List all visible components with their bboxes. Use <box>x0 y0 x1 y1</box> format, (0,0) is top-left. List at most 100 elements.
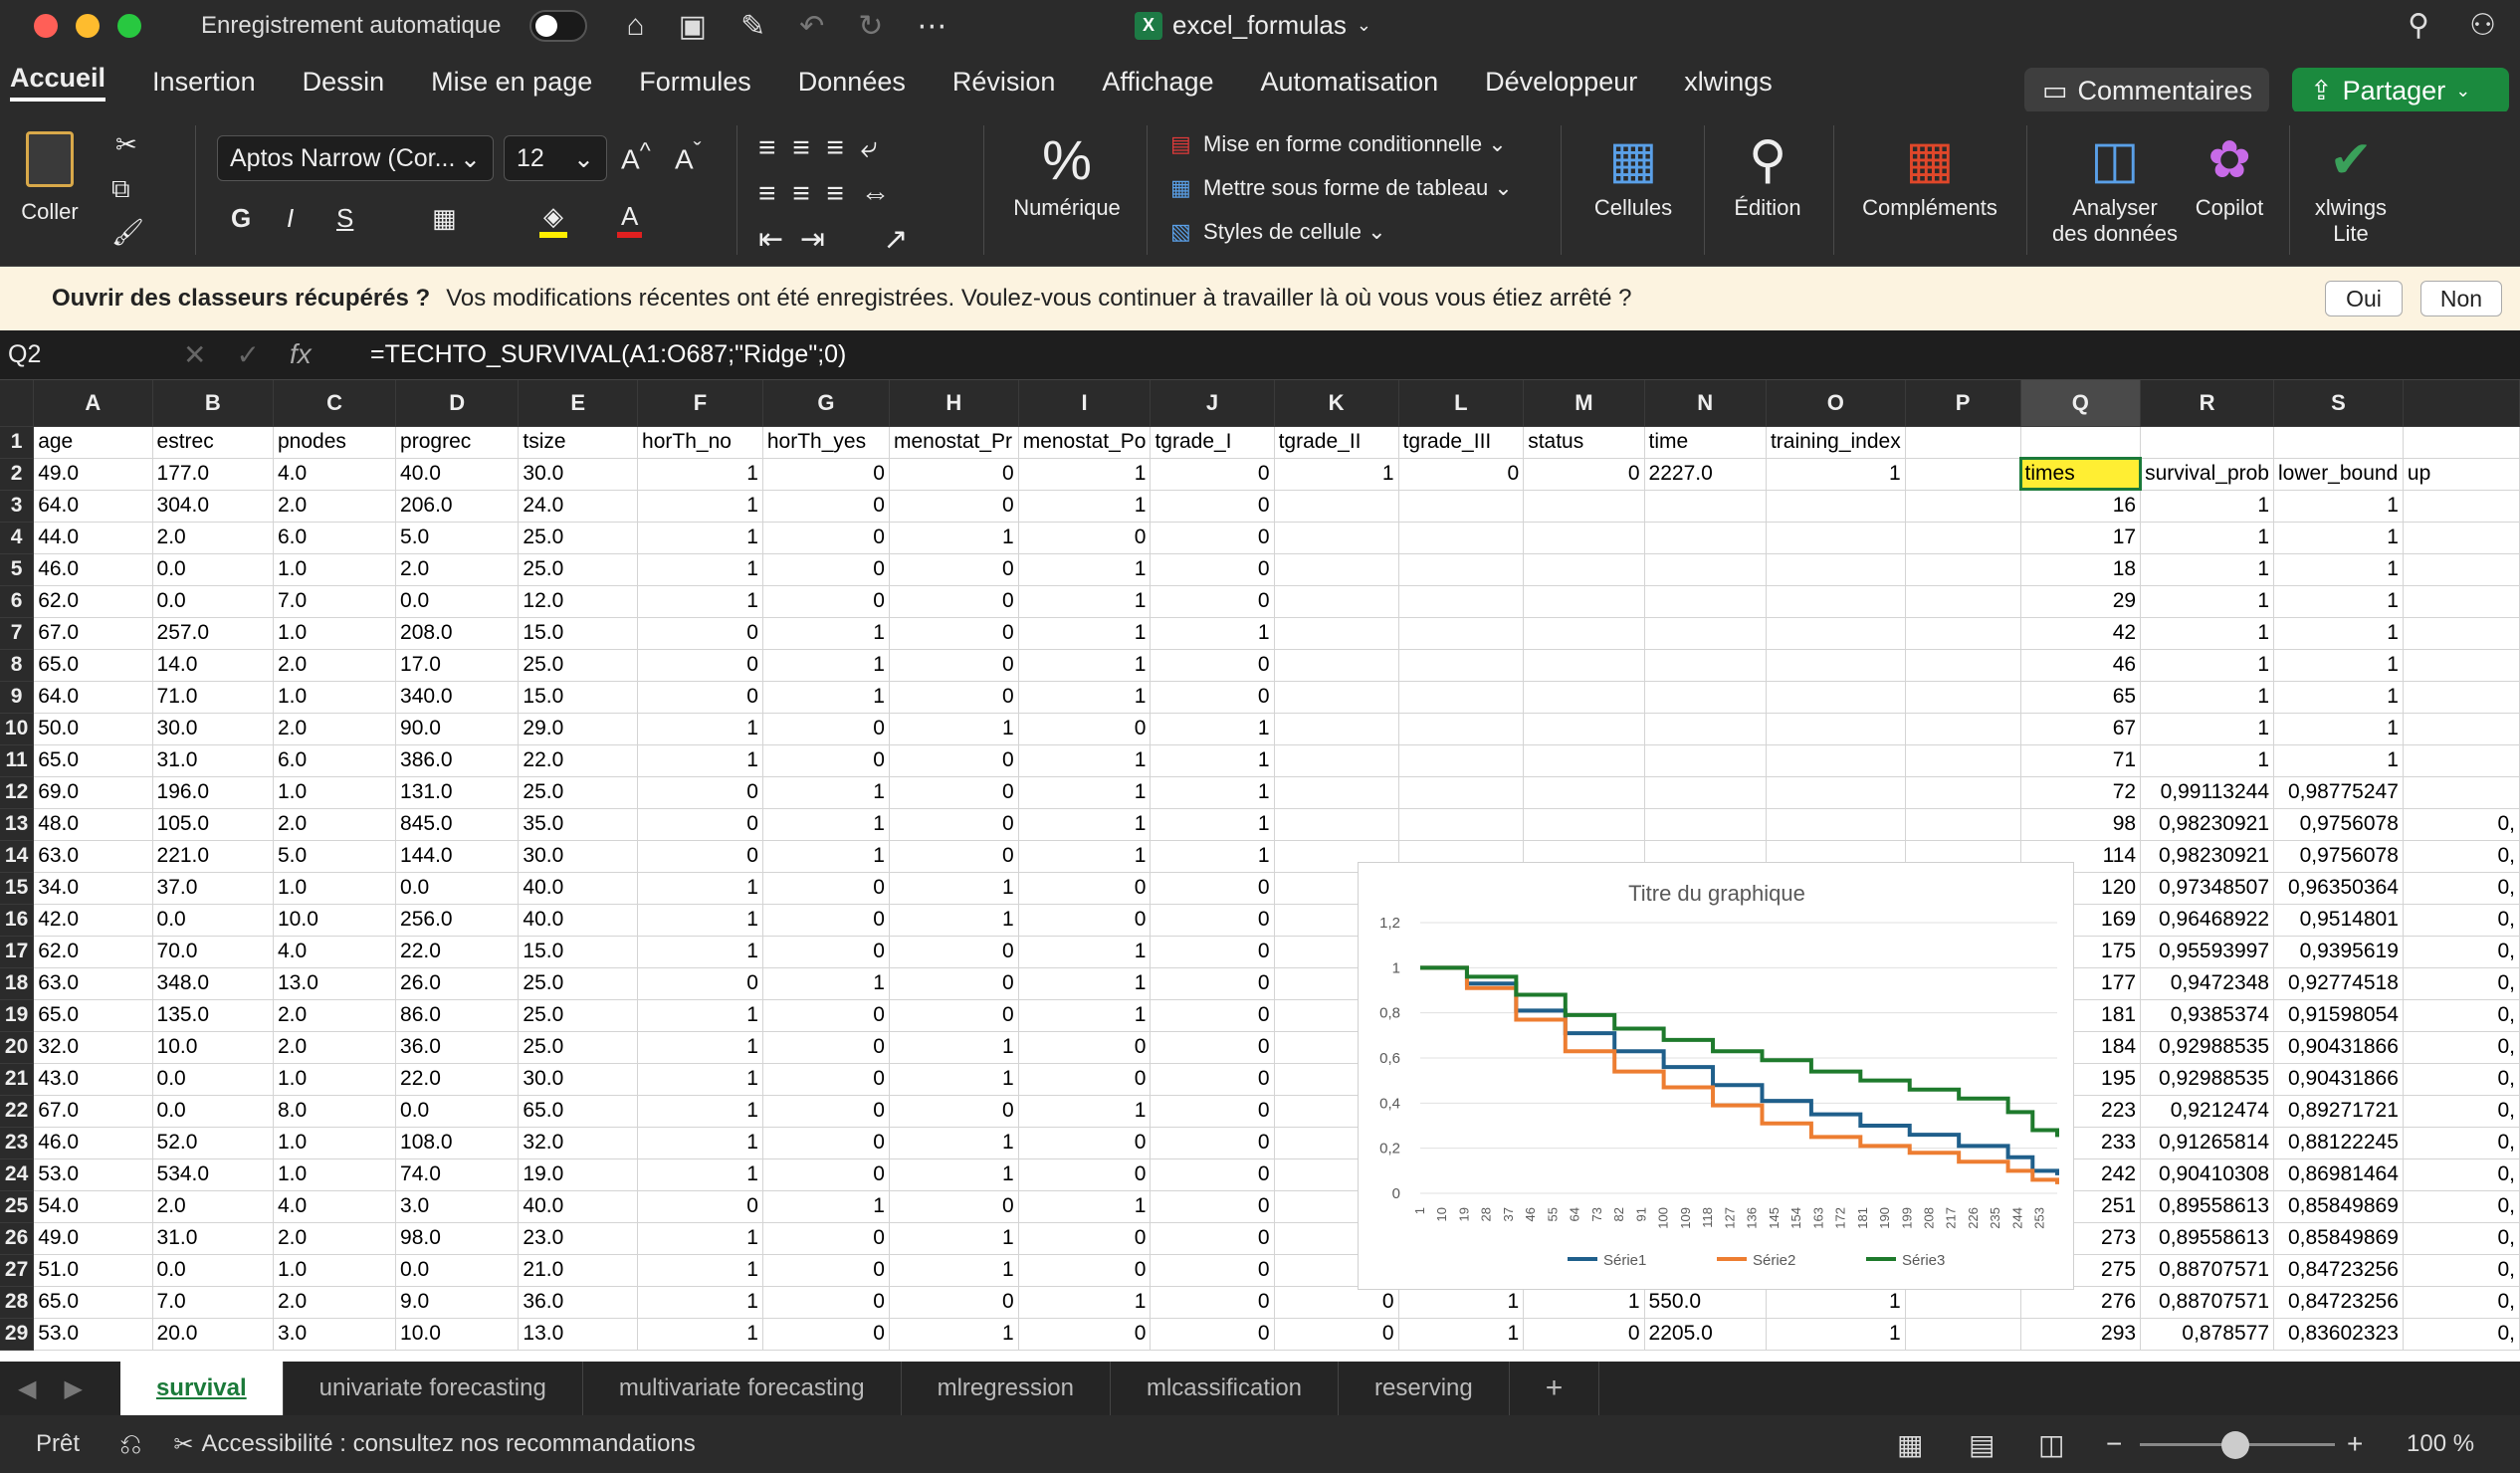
cell[interactable] <box>1523 744 1645 777</box>
cell[interactable]: 0,9395619 <box>2273 936 2404 968</box>
cell[interactable]: 43.0 <box>33 1063 153 1096</box>
cell[interactable]: 0 <box>889 649 1019 682</box>
cell[interactable]: 10.0 <box>395 1318 520 1351</box>
cell[interactable]: 2.0 <box>273 999 397 1032</box>
cell[interactable]: 1 <box>637 522 763 554</box>
cell[interactable]: 67 <box>2020 713 2142 745</box>
cell[interactable]: 0,98230921 <box>2140 808 2274 841</box>
row-header[interactable]: 24 <box>0 1158 35 1191</box>
cell[interactable]: 0 <box>1150 1190 1275 1223</box>
page-layout-icon[interactable]: ▤ <box>1969 1428 1995 1460</box>
row-header[interactable]: 10 <box>0 713 35 745</box>
cell[interactable]: 5.0 <box>395 522 520 554</box>
cell[interactable]: 0 <box>889 490 1019 523</box>
cell[interactable]: 257.0 <box>152 617 275 650</box>
cell[interactable]: 2.0 <box>273 713 397 745</box>
cell[interactable]: 30.0 <box>518 840 639 873</box>
cell[interactable]: 65.0 <box>518 1095 639 1128</box>
cell[interactable]: 0 <box>889 1286 1019 1319</box>
cell[interactable]: 0,92988535 <box>2140 1031 2274 1064</box>
cell[interactable]: 1 <box>637 713 763 745</box>
cell[interactable]: 0 <box>1150 1031 1275 1064</box>
cell[interactable]: 65.0 <box>33 999 153 1032</box>
cell[interactable]: 1 <box>1150 808 1275 841</box>
cell[interactable]: 1 <box>889 1031 1019 1064</box>
account-icon[interactable]: ⚇ <box>2469 9 2496 42</box>
cell[interactable]: 206.0 <box>395 490 520 523</box>
cell[interactable]: 1.0 <box>273 1254 397 1287</box>
cell[interactable] <box>2403 649 2520 682</box>
cell[interactable] <box>1905 808 2021 841</box>
cell[interactable]: 0 <box>762 553 890 586</box>
cell[interactable]: 9.0 <box>395 1286 520 1319</box>
cell[interactable]: 0, <box>2403 1318 2520 1351</box>
save-icon[interactable]: ▣ <box>678 9 707 43</box>
sheet-tab-survival[interactable]: survival <box>119 1362 284 1415</box>
cell[interactable] <box>1274 713 1399 745</box>
cell[interactable]: 0 <box>1150 1158 1275 1191</box>
cell[interactable]: 1 <box>2273 713 2404 745</box>
cell[interactable]: 3.0 <box>273 1318 397 1351</box>
cell[interactable]: 1 <box>1018 490 1152 523</box>
cell[interactable]: 1 <box>1766 1318 1906 1351</box>
cell[interactable] <box>2403 553 2520 586</box>
cell[interactable]: 0.0 <box>152 904 275 937</box>
share-button[interactable]: ⇪ Partager ⌄ <box>2292 68 2509 113</box>
cell[interactable]: tsize <box>518 426 639 459</box>
row-header[interactable]: 15 <box>0 872 35 905</box>
cell[interactable]: 1.0 <box>273 1158 397 1191</box>
cell[interactable]: 0 <box>762 936 890 968</box>
cell[interactable] <box>2403 744 2520 777</box>
cell[interactable]: 0, <box>2403 936 2520 968</box>
cell[interactable]: 1 <box>2140 585 2274 618</box>
cell[interactable]: 1 <box>1018 1095 1152 1128</box>
cell[interactable] <box>1523 713 1645 745</box>
cell[interactable]: 2.0 <box>273 808 397 841</box>
document-title[interactable]: X excel_formulas ⌄ <box>1135 10 1371 41</box>
cell[interactable]: 1 <box>2140 617 2274 650</box>
cell[interactable] <box>1766 713 1906 745</box>
cell[interactable] <box>1523 522 1645 554</box>
cell[interactable]: 1 <box>1018 936 1152 968</box>
cell[interactable] <box>2273 426 2404 459</box>
cell[interactable]: 1.0 <box>273 776 397 809</box>
cell[interactable]: 0,88122245 <box>2273 1127 2404 1159</box>
cell[interactable]: 1.0 <box>273 1063 397 1096</box>
cell[interactable]: 1 <box>1766 1286 1906 1319</box>
cell[interactable]: 25.0 <box>518 967 639 1000</box>
cell[interactable]: 15.0 <box>518 681 639 714</box>
cell[interactable] <box>1644 617 1767 650</box>
cell[interactable] <box>1905 426 2021 459</box>
cell[interactable]: 0, <box>2403 1158 2520 1191</box>
row-header[interactable]: 12 <box>0 776 35 809</box>
cell[interactable] <box>1766 553 1906 586</box>
row-header[interactable]: 6 <box>0 585 35 618</box>
more-icon[interactable]: ⋯ <box>917 9 947 43</box>
cell[interactable]: tgrade_III <box>1398 426 1525 459</box>
cell[interactable]: 1 <box>762 840 890 873</box>
cell[interactable]: 108.0 <box>395 1127 520 1159</box>
row-header[interactable]: 16 <box>0 904 35 937</box>
cell[interactable]: 5.0 <box>273 840 397 873</box>
cell[interactable]: 0, <box>2403 1222 2520 1255</box>
cell[interactable]: 0 <box>889 681 1019 714</box>
cell[interactable]: 0,89558613 <box>2140 1222 2274 1255</box>
cell[interactable]: 0 <box>1018 872 1152 905</box>
cell[interactable]: 7.0 <box>273 585 397 618</box>
cell[interactable] <box>1274 649 1399 682</box>
cell[interactable] <box>1905 553 2021 586</box>
cell[interactable]: 1 <box>762 681 890 714</box>
cell[interactable]: 0.0 <box>395 585 520 618</box>
cell[interactable]: 0 <box>889 967 1019 1000</box>
cell[interactable]: 0 <box>1018 1318 1152 1351</box>
cell[interactable] <box>1274 776 1399 809</box>
cell[interactable]: 0 <box>1018 1222 1152 1255</box>
cell[interactable]: 0, <box>2403 1063 2520 1096</box>
cell[interactable]: 0 <box>1018 522 1152 554</box>
cell[interactable]: 67.0 <box>33 617 153 650</box>
cell[interactable]: 2.0 <box>273 1031 397 1064</box>
cell[interactable] <box>1905 713 2021 745</box>
conditional-formatting-button[interactable]: ▤ Mise en forme conditionnelle ⌄ <box>1170 131 1507 156</box>
cell[interactable] <box>1523 490 1645 523</box>
cell[interactable] <box>2403 490 2520 523</box>
